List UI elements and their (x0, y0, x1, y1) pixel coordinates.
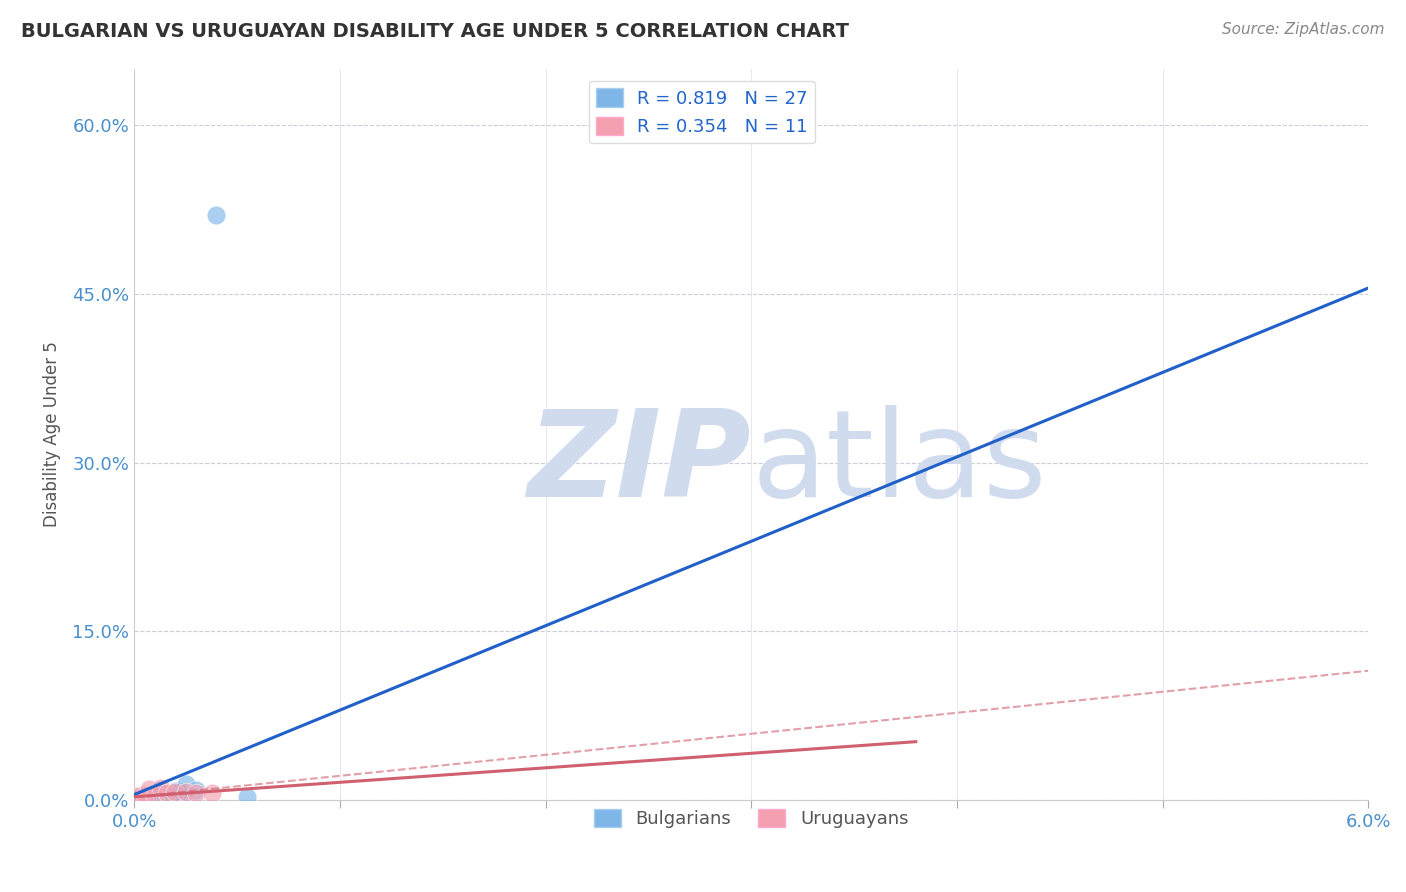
Point (160, 789, 183, 803)
Point (129, 789, 152, 804)
Point (165, 785, 187, 799)
Point (205, 208, 228, 222)
Point (184, 787, 207, 801)
Point (143, 789, 166, 803)
Point (162, 788, 184, 802)
Point (146, 788, 169, 802)
Point (169, 784, 191, 798)
Point (184, 783, 207, 797)
Point (160, 787, 183, 801)
Legend: Bulgarians, Uruguayans: Bulgarians, Uruguayans (586, 801, 915, 835)
Point (165, 784, 187, 798)
Point (201, 787, 224, 801)
Point (149, 780, 172, 795)
Point (131, 789, 153, 804)
Text: Source: ZipAtlas.com: Source: ZipAtlas.com (1222, 22, 1385, 37)
Point (125, 789, 148, 804)
Point (134, 789, 156, 804)
Point (125, 789, 148, 803)
Point (156, 787, 179, 801)
Point (134, 788, 156, 802)
Point (152, 784, 174, 798)
Point (149, 787, 172, 801)
Point (236, 789, 259, 804)
Point (156, 787, 179, 801)
Point (174, 777, 197, 791)
Y-axis label: Disability Age Under 5: Disability Age Under 5 (44, 342, 60, 527)
Point (169, 785, 191, 799)
Point (174, 785, 197, 799)
Point (138, 789, 160, 804)
Point (174, 788, 197, 802)
Point (153, 789, 176, 804)
Point (139, 789, 162, 804)
Point (143, 788, 166, 802)
Point (143, 787, 166, 801)
Text: BULGARIAN VS URUGUAYAN DISABILITY AGE UNDER 5 CORRELATION CHART: BULGARIAN VS URUGUAYAN DISABILITY AGE UN… (21, 22, 849, 41)
Point (142, 788, 165, 802)
Point (165, 787, 187, 801)
Point (131, 788, 153, 802)
Point (148, 783, 170, 797)
Text: atlas: atlas (751, 405, 1047, 522)
Point (127, 789, 149, 803)
Text: ZIP: ZIP (527, 405, 751, 522)
Point (157, 788, 180, 802)
Point (138, 781, 160, 796)
Point (129, 789, 152, 803)
Point (135, 789, 157, 803)
Point (129, 789, 152, 803)
Point (127, 789, 149, 804)
